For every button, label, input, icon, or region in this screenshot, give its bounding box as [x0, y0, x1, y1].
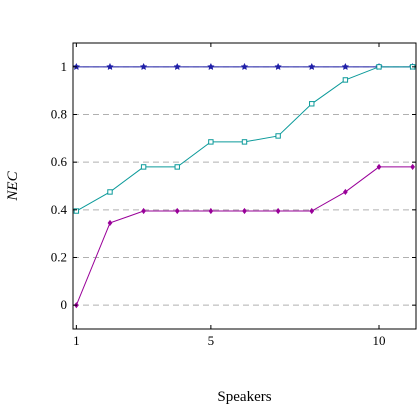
data-point [208, 139, 214, 145]
plot-area-frame [72, 42, 417, 330]
data-point [274, 62, 282, 71]
data-point [207, 62, 215, 71]
data-point [309, 101, 315, 107]
series-1 [72, 62, 417, 71]
data-point [410, 163, 416, 171]
data-point [107, 189, 113, 195]
data-point [341, 62, 350, 71]
data-point [139, 62, 148, 71]
series-line [75, 166, 413, 306]
data-point [376, 163, 382, 171]
data-point [275, 207, 281, 215]
y-axis-label: NEC [5, 170, 21, 201]
data-point [73, 208, 80, 214]
data-point [241, 139, 248, 145]
x-tick-label: 1 [73, 333, 80, 348]
x-tick-label: 10 [373, 333, 386, 348]
series-line [76, 66, 413, 212]
data-point [140, 164, 147, 170]
data-point [343, 188, 348, 196]
y-tick-label: 0 [61, 297, 68, 312]
data-point [106, 62, 114, 71]
y-tick-label: 1 [61, 59, 68, 74]
axis-ticks: 0 0.2 0.4 0.6 0.8 1 1 5 10 [51, 43, 416, 348]
x-axis-label: Speakers [217, 389, 271, 405]
series-3 [73, 163, 416, 309]
data-point [376, 64, 382, 70]
series-2 [73, 64, 416, 214]
gridlines [73, 66, 416, 306]
y-tick-label: 0.6 [51, 154, 68, 169]
y-tick-label: 0.4 [51, 202, 68, 217]
data-point [174, 207, 180, 215]
data-point [173, 62, 182, 71]
data-point [309, 207, 315, 215]
data-point [208, 207, 214, 215]
y-tick-label: 0.2 [51, 250, 67, 265]
data-point [141, 207, 146, 215]
y-tick-label: 0.8 [51, 107, 67, 122]
data-point [107, 219, 113, 227]
data-point [240, 62, 249, 71]
data-point [342, 77, 349, 83]
series-lines [72, 62, 417, 309]
data-point [275, 133, 281, 139]
data-point [307, 62, 316, 71]
data-point [242, 207, 247, 215]
data-point [174, 164, 180, 170]
x-tick-label: 5 [208, 333, 215, 348]
